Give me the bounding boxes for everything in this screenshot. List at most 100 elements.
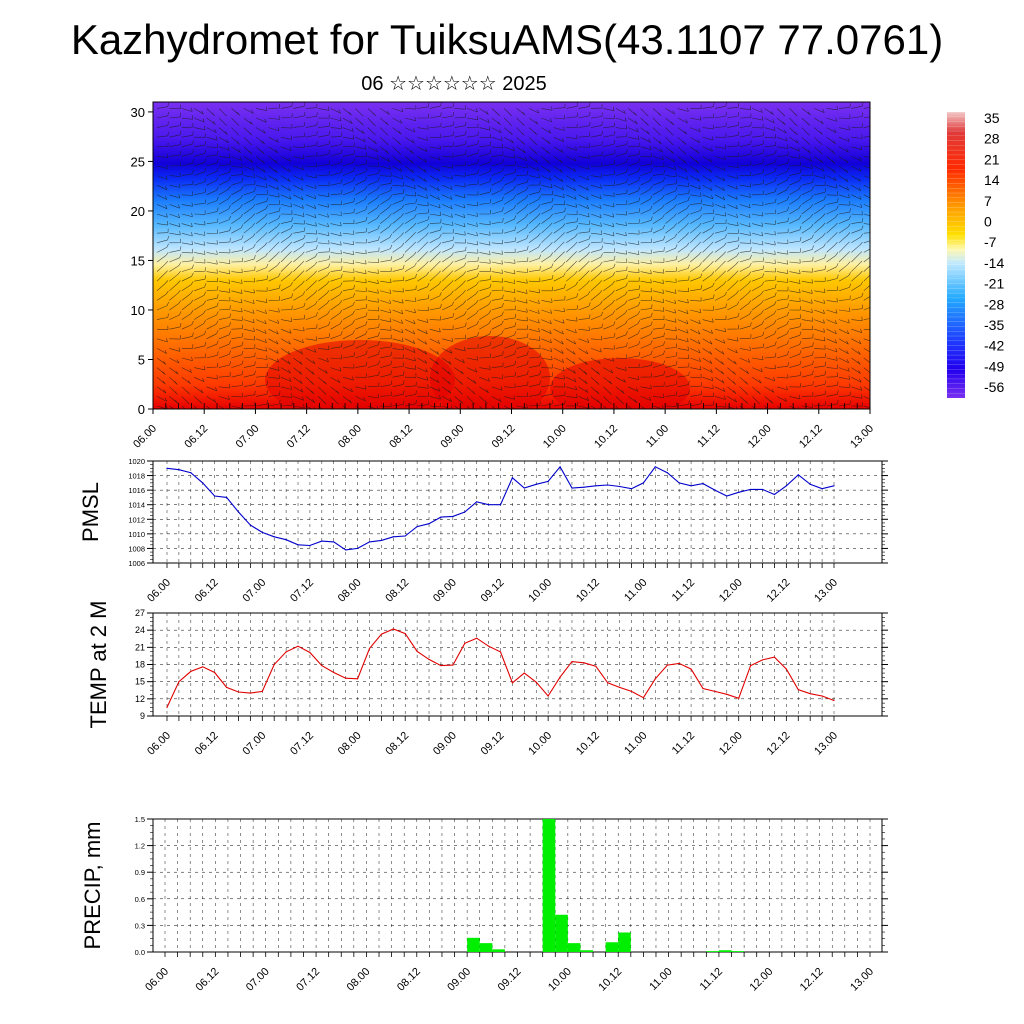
temp-point: [464, 642, 466, 644]
wind-barb: [727, 112, 740, 119]
wind-barb: [280, 233, 293, 244]
wind-barb: [640, 396, 652, 401]
wind-barb: [789, 161, 801, 167]
wind-barb: [355, 312, 368, 320]
wind-barb: [578, 396, 589, 401]
wind-barb: [665, 352, 678, 359]
x-tick-label: 08.00: [336, 423, 364, 451]
wind-barb: [553, 175, 564, 182]
wind-barb: [479, 300, 492, 311]
wind-barb: [293, 314, 305, 320]
wind-barb: [280, 348, 291, 355]
wind-barb: [218, 340, 231, 349]
pmsl-x-tick-label: 09.00: [431, 577, 459, 605]
wind-barb: [566, 305, 578, 311]
wind-barb: [504, 360, 517, 368]
temp-x-tick-label: 07.00: [240, 730, 268, 758]
wind-barb: [466, 222, 478, 227]
pmsl-point: [797, 474, 799, 476]
wind-barb: [504, 226, 517, 234]
wind-barb: [590, 104, 603, 109]
wind-barb: [181, 115, 193, 120]
wind-barb: [739, 405, 745, 409]
wind-barb: [243, 309, 255, 314]
wind-barb: [330, 300, 343, 311]
wind-barb: [392, 319, 404, 324]
wind-barb: [243, 335, 255, 341]
wind-barb: [739, 140, 752, 148]
temp-point: [356, 678, 359, 680]
wind-barb: [665, 108, 676, 115]
wind-barb: [603, 321, 616, 330]
wind-barb: [628, 150, 640, 157]
wind-barb: [380, 165, 391, 170]
wind-barb: [293, 327, 305, 332]
wind-barb: [814, 309, 825, 314]
wind-barb: [528, 361, 541, 368]
wind-barb: [603, 263, 616, 272]
wind-barb: [504, 383, 516, 388]
colorbar-label: 0: [984, 214, 992, 230]
wind-barb: [838, 338, 849, 345]
wind-barb: [553, 165, 563, 173]
wind-barb: [541, 242, 553, 253]
wind-barb: [578, 204, 589, 209]
wind-barb: [702, 251, 714, 263]
wind-barb: [863, 256, 870, 263]
y-tick-label: 5: [138, 352, 145, 367]
wind-barb: [355, 340, 368, 349]
wind-barb: [553, 328, 564, 335]
wind-barb: [566, 328, 577, 334]
wind-barb: [268, 165, 278, 173]
wind-barb: [665, 255, 678, 263]
wind-barb: [491, 330, 504, 340]
wind-barb: [565, 260, 578, 272]
wind-barb: [256, 136, 265, 145]
pmsl-point: [630, 488, 633, 490]
wind-barb: [181, 149, 194, 157]
wind-barb: [690, 104, 702, 109]
wind-barb: [615, 200, 628, 205]
wind-barb: [714, 348, 725, 355]
wind-barb: [355, 185, 368, 196]
wind-barb: [603, 106, 615, 112]
wind-barb: [231, 204, 243, 215]
wind-barb: [801, 146, 811, 154]
wind-barb: [181, 140, 194, 148]
wind-barb: [355, 238, 367, 244]
wind-barb: [392, 276, 405, 282]
wind-barb: [206, 186, 219, 196]
wind-barb: [528, 204, 541, 215]
wind-barb: [479, 259, 491, 264]
wind-barb: [256, 298, 268, 303]
wind-barb: [380, 326, 392, 331]
wind-barb: [243, 266, 256, 272]
wind-barb: [566, 175, 576, 182]
wind-barb: [466, 320, 479, 330]
precip-bar: [542, 819, 556, 952]
pmsl-point: [595, 485, 597, 487]
wind-barb: [206, 240, 218, 245]
wind-barb: [851, 367, 861, 374]
colorbar-label: -35: [984, 317, 1004, 333]
wind-barb: [342, 108, 352, 116]
wind-barb: [342, 352, 355, 359]
wind-barb: [652, 258, 665, 263]
wind-barb: [652, 341, 665, 349]
wind-barb: [206, 405, 211, 409]
wind-barb: [615, 117, 627, 122]
wind-barb: [814, 213, 826, 224]
wind-barb: [553, 114, 566, 120]
wind-barb: [305, 386, 315, 395]
wind-barb: [318, 333, 330, 340]
temp-point: [642, 697, 645, 699]
wind-barb: [714, 155, 726, 160]
wind-barb: [181, 191, 194, 196]
temp-point: [773, 656, 776, 658]
wind-barb: [652, 269, 665, 274]
wind-barb: [628, 386, 639, 392]
wind-barb: [206, 386, 218, 392]
wind-barb: [739, 334, 752, 340]
wind-barb: [231, 360, 244, 368]
wind-barb: [256, 190, 268, 196]
